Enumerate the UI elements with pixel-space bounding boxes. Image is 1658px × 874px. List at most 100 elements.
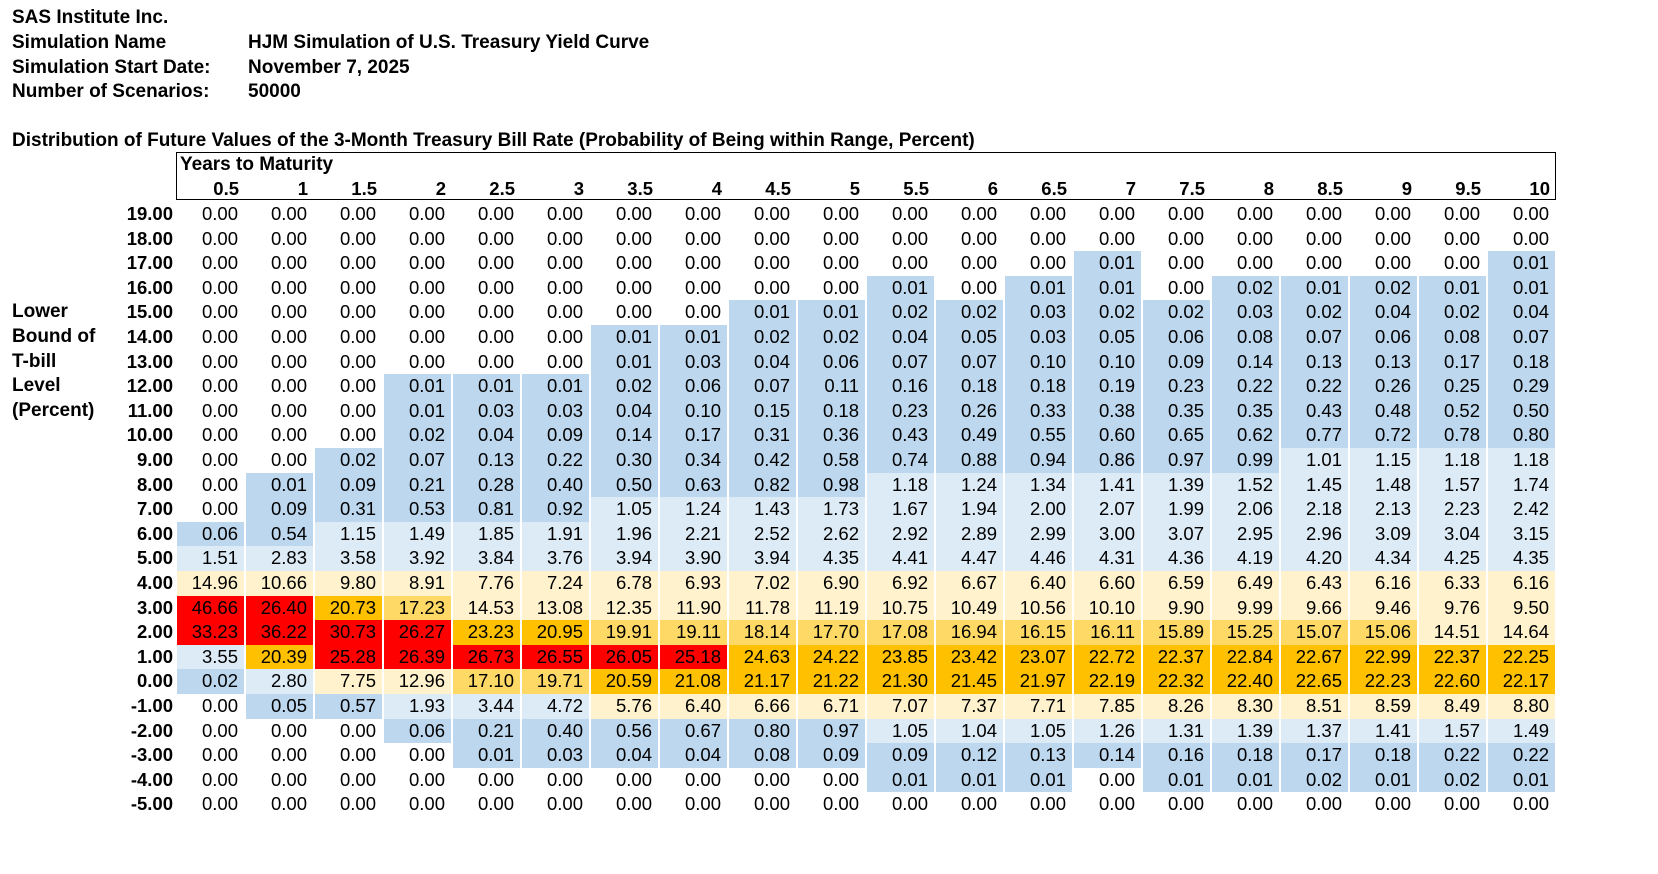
- table-cell: 0.00: [315, 349, 382, 375]
- row-label: 8.00: [136, 473, 173, 495]
- table-cell: 0.00: [246, 448, 313, 473]
- column-label: 7: [1125, 178, 1136, 199]
- table-cell: 0.10: [660, 398, 727, 424]
- table-cell: 0.02: [591, 374, 658, 399]
- field-value: 50000: [248, 81, 301, 103]
- table-cell: 0.00: [384, 275, 451, 301]
- table-cell: 0.02: [798, 325, 865, 350]
- table-cell: 26.73: [453, 644, 520, 670]
- column-label: 4: [711, 178, 722, 199]
- table-title: Distribution of Future Values of the 3-M…: [12, 130, 975, 151]
- table-cell: 0.00: [936, 226, 1003, 252]
- table-cell: 1.18: [1488, 448, 1555, 473]
- column-label: 1.5: [351, 178, 377, 199]
- column-label: 3: [573, 178, 584, 199]
- table-cell: 0.00: [177, 718, 244, 744]
- table-cell: 0.07: [1488, 325, 1555, 350]
- row-label: -4.00: [130, 768, 173, 790]
- table-cell: 0.00: [798, 275, 865, 301]
- table-cell: 0.00: [315, 743, 382, 768]
- table-cell: 0.16: [867, 374, 934, 399]
- table-cell: 0.08: [1212, 325, 1279, 350]
- table-cell: 2.18: [1281, 497, 1348, 522]
- table-cell: 0.98: [798, 472, 865, 498]
- table-cell: 2.00: [1005, 497, 1072, 522]
- table-cell: 1.39: [1212, 718, 1279, 744]
- table-cell: 7.24: [522, 571, 589, 596]
- table-cell: 0.00: [591, 767, 658, 793]
- table-cell: 0.01: [453, 374, 520, 399]
- table-cell: 11.78: [729, 595, 796, 621]
- row-label: 3.00: [136, 596, 173, 618]
- table-cell: 0.06: [798, 349, 865, 375]
- table-cell: 0.00: [315, 300, 382, 325]
- table-cell: 4.72: [522, 694, 589, 719]
- table-cell: 0.00: [729, 251, 796, 276]
- table-cell: 1.57: [1419, 472, 1486, 498]
- table-cell: 0.00: [246, 226, 313, 252]
- table-cell: 20.39: [246, 644, 313, 670]
- table-cell: 8.30: [1212, 694, 1279, 719]
- table-cell: 15.25: [1212, 620, 1279, 645]
- table-cell: 0.00: [315, 423, 382, 448]
- table-cell: 0.03: [453, 398, 520, 424]
- column-label: 3.5: [627, 178, 653, 199]
- table-cell: 0.00: [522, 275, 589, 301]
- table-cell: 0.00: [729, 792, 796, 817]
- row-label: 5.00: [136, 547, 173, 569]
- column-label: 4.5: [765, 178, 791, 199]
- column-label: 10: [1529, 178, 1550, 199]
- table-cell: 0.00: [1074, 202, 1141, 227]
- table-cell: 0.65: [1143, 423, 1210, 448]
- table-cell: 0.01: [729, 300, 796, 325]
- table-cell: 0.00: [660, 300, 727, 325]
- table-cell: 1.18: [1419, 448, 1486, 473]
- table-cell: 0.01: [1281, 275, 1348, 301]
- table-cell: 0.00: [522, 767, 589, 793]
- table-cell: 6.49: [1212, 571, 1279, 596]
- table-cell: 0.00: [384, 325, 451, 350]
- table-cell: 0.52: [1419, 398, 1486, 424]
- table-cell: 1.57: [1419, 718, 1486, 744]
- table-cell: 0.94: [1005, 448, 1072, 473]
- table-cell: 0.00: [177, 251, 244, 276]
- table-cell: 6.60: [1074, 571, 1141, 596]
- table-cell: 2.99: [1005, 521, 1072, 547]
- table-cell: 2.83: [246, 546, 313, 571]
- table-cell: 0.00: [936, 251, 1003, 276]
- table-cell: 0.06: [384, 718, 451, 744]
- table-cell: 0.00: [522, 325, 589, 350]
- column-label: 7.5: [1179, 178, 1205, 199]
- table-cell: 0.01: [591, 349, 658, 375]
- table-cell: 2.96: [1281, 521, 1348, 547]
- table-cell: 3.00: [1074, 521, 1141, 547]
- field-label: Simulation Name: [12, 32, 167, 53]
- table-cell: 6.43: [1281, 571, 1348, 596]
- table-cell: 1.52: [1212, 472, 1279, 498]
- table-cell: 1.93: [384, 694, 451, 719]
- table-cell: 0.00: [729, 767, 796, 793]
- table-cell: 16.11: [1074, 620, 1141, 645]
- table-cell: 22.23: [1350, 669, 1417, 694]
- table-cell: 0.00: [729, 226, 796, 252]
- table-cell: 0.00: [522, 251, 589, 276]
- table-cell: 10.66: [246, 571, 313, 596]
- table-cell: 22.17: [1488, 669, 1555, 694]
- table-cell: 9.46: [1350, 595, 1417, 621]
- table-cell: 15.89: [1143, 620, 1210, 645]
- table-cell: 0.01: [522, 374, 589, 399]
- table-cell: 22.25: [1488, 644, 1555, 670]
- table-cell: 0.31: [729, 423, 796, 448]
- table-cell: 0.00: [660, 792, 727, 817]
- table-cell: 10.10: [1074, 595, 1141, 621]
- table-cell: 0.36: [798, 423, 865, 448]
- table-cell: 0.04: [591, 743, 658, 768]
- table-cell: 26.55: [522, 644, 589, 670]
- table-cell: 4.46: [1005, 546, 1072, 571]
- table-cell: 1.94: [936, 497, 1003, 522]
- table-cell: 4.35: [798, 546, 865, 571]
- table-cell: 0.00: [1074, 226, 1141, 252]
- table-cell: 0.26: [1350, 374, 1417, 399]
- table-cell: 0.01: [1212, 767, 1279, 793]
- column-header: Years to Maturity: [180, 154, 334, 175]
